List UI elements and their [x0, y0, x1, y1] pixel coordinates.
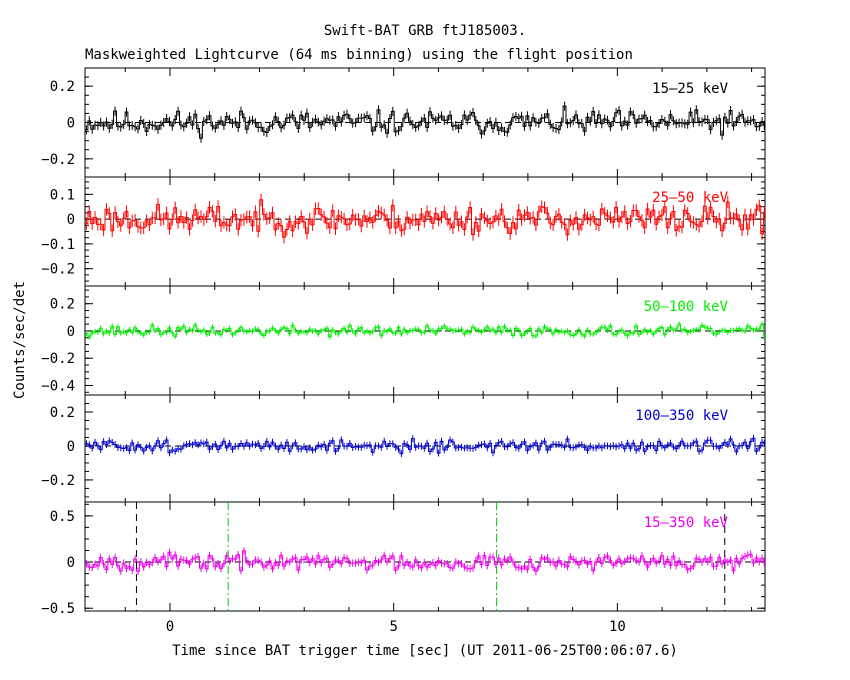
y-tick-label: −0.2	[41, 351, 75, 367]
panel-25-50 keV: −0.2 −0.1 0 0.1 25–50 keV	[41, 176, 766, 287]
panels-group: −0.200.2 15–25 keV−0.2−0.100.1 25–50 keV−0…	[41, 67, 766, 635]
panel-frame	[84, 501, 766, 612]
lightcurve-series	[85, 199, 765, 238]
panel-15-25 keV: −0.2 0 0.2 15–25 keV	[41, 67, 766, 178]
chart-subtitle: Maskweighted Lightcurve (64 ms binning) …	[85, 47, 633, 63]
y-tick-label: −0.5	[41, 601, 75, 617]
y-tick-label: 0.2	[50, 297, 75, 313]
y-axis-label: Counts/sec/det	[12, 281, 28, 399]
panel-100-350 keV: −0.2 0 0.2 100–350 keV	[41, 394, 766, 503]
y-tick-label: 0.5	[50, 509, 75, 525]
y-tick-label: −0.4	[41, 378, 75, 394]
chart-title: Swift-BAT GRB ftJ185003.	[324, 23, 526, 39]
y-tick-label: −0.2	[41, 262, 75, 278]
y-tick-label: −0.1	[41, 237, 75, 253]
lightcurve-series	[85, 105, 765, 139]
y-tick-label: 0	[67, 212, 75, 228]
lightcurve-series	[85, 323, 765, 338]
panel-15-350 keV: −0.5 0 0.5 15–350 keV 0 5 10	[41, 501, 766, 635]
x-tick-label: 0	[166, 619, 174, 635]
panel-50-100 keV: −0.4 −0.2 0 0.2 50–100 keV	[41, 285, 766, 396]
y-tick-label: 0.1	[50, 187, 75, 203]
panel-label: 25–50 keV	[652, 190, 728, 206]
lightcurve-series	[85, 437, 765, 455]
y-tick-label: 0.2	[50, 79, 75, 95]
lightcurve-series	[85, 550, 765, 572]
panel-label: 50–100 keV	[644, 299, 729, 315]
y-tick-label: 0	[67, 555, 75, 571]
y-tick-label: −0.2	[41, 152, 75, 168]
y-tick-label: −0.2	[41, 473, 75, 489]
y-tick-label: 0	[67, 324, 75, 340]
y-tick-label: 0	[67, 439, 75, 455]
x-tick-label: 5	[389, 619, 397, 635]
panel-label: 15–350 keV	[644, 515, 729, 531]
x-axis-label: Time since BAT trigger time [sec] (UT 20…	[172, 643, 678, 659]
panel-label: 100–350 keV	[635, 408, 728, 424]
y-tick-label: 0	[67, 116, 75, 132]
x-tick-label: 10	[609, 619, 626, 635]
panel-label: 15–25 keV	[652, 81, 728, 97]
y-tick-label: 0.2	[50, 405, 75, 421]
